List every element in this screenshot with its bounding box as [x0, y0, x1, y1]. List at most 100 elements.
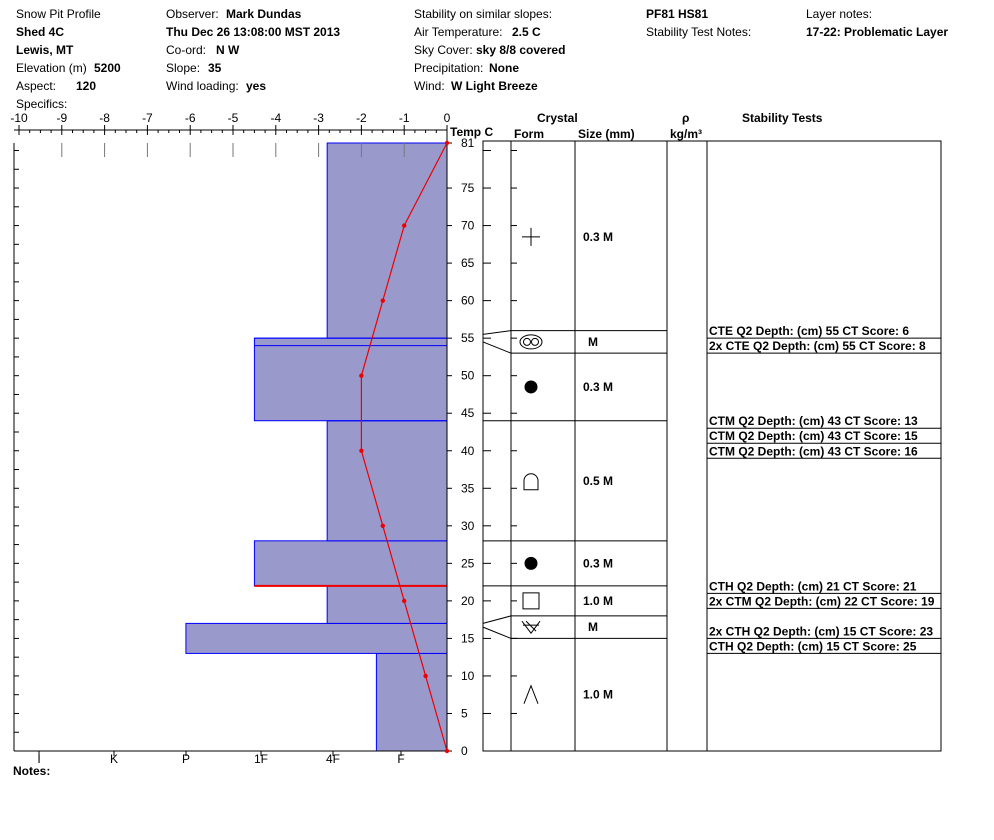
chart-frame: [13, 125, 452, 756]
pf-hs: PF81 HS81: [646, 7, 709, 21]
arch-icon: [523, 473, 539, 491]
crystal-size-label: M: [588, 335, 598, 349]
crystal-size-label: M: [588, 620, 598, 634]
wind-label: Wind:: [414, 79, 445, 93]
temp-tick-label: -5: [228, 111, 239, 125]
hardness-bar: [326, 585, 448, 624]
crystal-size-label: 1.0 M: [583, 688, 613, 702]
page-title: Snow Pit Profile: [16, 7, 101, 21]
stability-test-label: 2x CTM Q2 Depth: (cm) 22 CT Score: 19: [709, 594, 935, 608]
double-ring-icon: [519, 334, 543, 350]
sky-cover-label: Sky Cover:: [414, 43, 473, 57]
specifics-label: Specifics:: [16, 97, 68, 111]
temp-tick-label: -3: [313, 111, 324, 125]
density-header: ρ: [682, 111, 690, 125]
temperature-point: [402, 223, 407, 228]
hardness-label: 1F: [254, 752, 268, 766]
temp-tick-label: -4: [270, 111, 281, 125]
temp-tick-label: -8: [99, 111, 110, 125]
wind-loading-value: yes: [246, 79, 267, 93]
temp-tick-label: 0: [444, 111, 451, 125]
temp-tick-label: -10: [10, 111, 28, 125]
hardness-bar: [253, 337, 448, 422]
temperature-point: [380, 298, 385, 303]
temperature-point: [444, 748, 450, 754]
notes-label: Notes:: [13, 764, 51, 778]
height-tick-label: 10: [461, 669, 475, 683]
dot-icon: [524, 380, 538, 394]
height-tick-label: 25: [461, 556, 475, 570]
hardness-bar: [326, 142, 448, 339]
height-tick-label: 45: [461, 406, 475, 420]
stability-test-label: CTM Q2 Depth: (cm) 43 CT Score: 13: [709, 414, 918, 428]
temperature-point: [359, 448, 364, 453]
temperature-point: [423, 673, 428, 679]
temperature-point: [359, 373, 364, 378]
crystal-size-label: 1.0 M: [583, 594, 613, 608]
elevation-value: 5200: [94, 61, 121, 75]
height-tick-label: 0: [461, 744, 468, 758]
density-unit-header: kg/m³: [670, 127, 703, 141]
stability-test-label: 2x CTE Q2 Depth: (cm) 55 CT Score: 8: [709, 339, 926, 353]
aspect-label: Aspect:: [16, 79, 57, 93]
observer-value: Mark Dundas: [226, 7, 302, 21]
wind-loading-label: Wind loading:: [166, 79, 239, 93]
height-tick-label: 35: [461, 481, 475, 495]
size-header: Size (mm): [578, 127, 635, 141]
observer-label: Observer:: [166, 7, 219, 21]
height-tick-label: 60: [461, 294, 475, 308]
hardness-profile: [185, 142, 448, 752]
air-temp-value: 2.5 C: [512, 25, 541, 39]
temp-header: Temp C: [450, 125, 494, 139]
height-tick-label: 20: [461, 594, 475, 608]
stability-test-label: 2x CTH Q2 Depth: (cm) 15 CT Score: 23: [709, 624, 933, 638]
plus-icon: [522, 227, 540, 246]
sky-cover-value: sky 8/8 covered: [476, 43, 566, 57]
hardness-bar: [253, 540, 448, 587]
hardness-bar: [185, 622, 448, 654]
chart-labels: -10 -9 -8 -7 -6 -5 -4 -3 -2 -1 0051015202530354045…: [10, 111, 474, 766]
wind-value: W Light Breeze: [451, 79, 538, 93]
hardness-label: I: [37, 752, 40, 766]
temperature-point: [402, 598, 407, 604]
layer-connector: [482, 341, 512, 354]
stability-test-label: CTH Q2 Depth: (cm) 15 CT Score: 25: [709, 639, 917, 653]
v-cross-icon: [521, 620, 541, 634]
aspect-value: 120: [76, 79, 97, 93]
height-tick-label: 5: [461, 706, 468, 720]
region: Lewis, MT: [16, 43, 74, 57]
elevation-label: Elevation (m): [16, 61, 87, 75]
temp-tick-label: -1: [399, 111, 410, 125]
temperature-point: [380, 523, 385, 529]
height-tick-label: 55: [461, 331, 475, 345]
stability-test-label: CTH Q2 Depth: (cm) 21 CT Score: 21: [709, 579, 917, 593]
layer-lines: [254, 337, 447, 587]
temp-tick-label: -2: [356, 111, 367, 125]
hardness-label: K: [110, 752, 118, 766]
layer-connector: [482, 626, 512, 639]
coord-label: Co-ord:: [166, 43, 207, 57]
temperature-point: [444, 140, 450, 146]
height-tick-label: 70: [461, 219, 475, 233]
square-icon: [522, 592, 540, 610]
hardness-label: F: [397, 752, 404, 766]
temp-tick-label: -9: [56, 111, 67, 125]
layer-connector: [482, 330, 512, 335]
slope-label: Slope:: [166, 61, 201, 75]
slope-value: 35: [208, 61, 222, 75]
temp-tick-label: -7: [142, 111, 153, 125]
air-temp-label: Air Temperature:: [414, 25, 503, 39]
crystal-size-label: 0.5 M: [583, 474, 613, 488]
height-tick-label: 50: [461, 369, 475, 383]
observation-datetime: Thu Dec 26 13:08:00 MST 2013: [166, 25, 341, 39]
form-header: Form: [514, 127, 544, 141]
height-tick-label: 15: [461, 631, 475, 645]
stability-test-label: CTM Q2 Depth: (cm) 43 CT Score: 16: [709, 444, 918, 458]
location-name: Shed 4C: [16, 25, 65, 39]
stability-test-label: CTM Q2 Depth: (cm) 43 CT Score: 15: [709, 429, 918, 443]
height-tick-label: 40: [461, 444, 475, 458]
stability-header: Stability Tests: [742, 111, 823, 125]
coord-value: N W: [216, 43, 240, 57]
temp-tick-label: -6: [185, 111, 196, 125]
